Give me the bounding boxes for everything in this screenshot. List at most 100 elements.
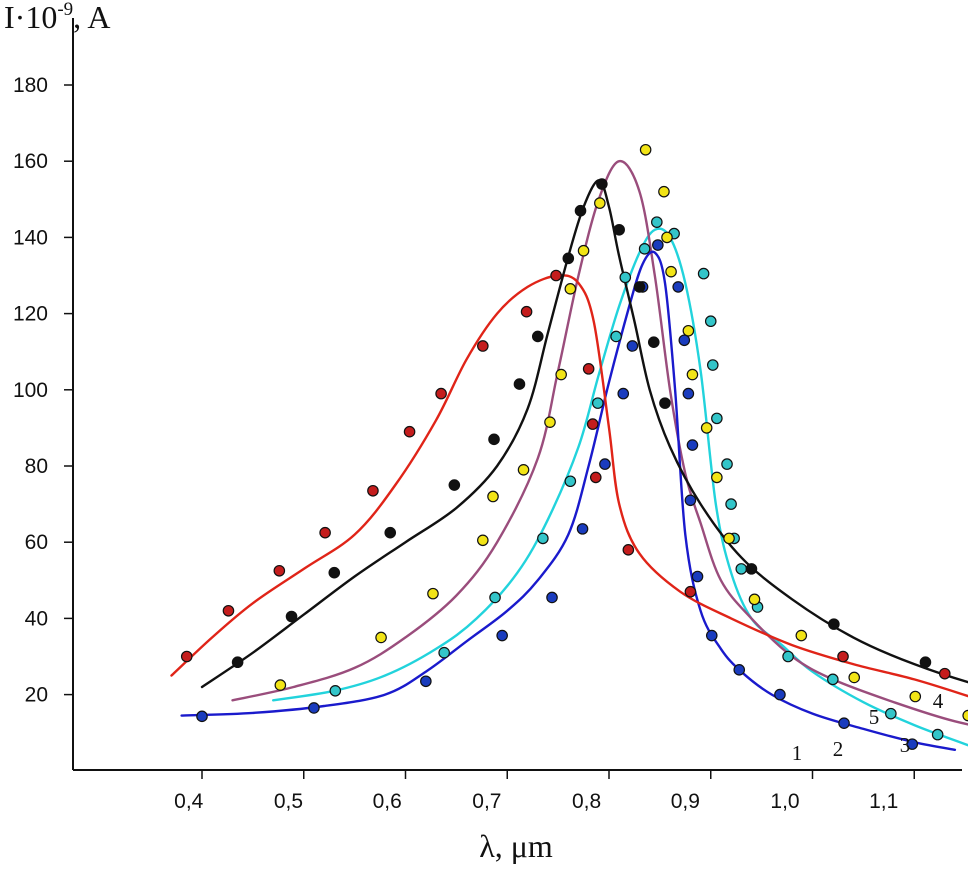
series-5-point <box>550 269 562 282</box>
series-5-point <box>319 526 331 539</box>
y-tick-label: 180 <box>13 74 48 97</box>
series-3-point <box>274 679 287 691</box>
series-3-point <box>909 690 922 703</box>
series-3-point <box>848 671 861 684</box>
series-5-point <box>622 544 635 556</box>
series-1-point <box>838 717 850 729</box>
series-1-point <box>599 458 611 470</box>
series-2-point <box>564 475 577 488</box>
series-4-label: 4 <box>933 689 944 713</box>
series-5-point <box>477 340 489 352</box>
y-tick-label: 100 <box>13 379 48 402</box>
series-2-point <box>711 412 723 425</box>
series-4-point <box>448 479 461 491</box>
series-3-point <box>375 631 387 644</box>
series-3-point <box>594 197 606 209</box>
series-5-point <box>435 387 447 400</box>
series-3-point <box>555 368 567 381</box>
series-3-point <box>682 324 695 337</box>
series-3-point <box>427 587 439 600</box>
series-3-point <box>544 416 556 428</box>
series-5-point <box>403 425 416 438</box>
series-4-point <box>384 526 397 539</box>
y-tick-label: 80 <box>25 455 48 478</box>
series-2-point <box>697 267 710 280</box>
series-2-point <box>706 359 719 371</box>
series-1-point <box>682 387 695 400</box>
y-tick-label: 140 <box>13 226 48 249</box>
tick-marks <box>64 84 915 779</box>
x-tick-label: 0,7 <box>472 790 501 813</box>
series-2-point <box>619 271 632 284</box>
series-2-point <box>704 315 717 328</box>
curve-labels: 1 2 34 5 <box>792 689 944 765</box>
series-4-point <box>285 610 298 623</box>
series-2-point <box>725 498 737 510</box>
series-3-label: 3 <box>900 733 911 757</box>
series-4-point <box>596 178 608 190</box>
series-2-point <box>610 330 622 343</box>
series-3-point <box>700 422 713 434</box>
x-tick-label: 0,8 <box>572 790 601 813</box>
series-5-point <box>367 484 379 497</box>
y-axis-title-base: I·10 <box>4 0 57 35</box>
series-3-point <box>477 534 489 547</box>
series-5-point <box>837 650 849 663</box>
series-5-line <box>170 274 968 698</box>
series-1-point <box>705 629 718 642</box>
series-4-point <box>531 330 544 343</box>
series-5-point <box>520 305 533 318</box>
y-tick-label: 20 <box>25 684 48 707</box>
series-2-point <box>592 397 604 409</box>
series-5-point <box>684 585 697 598</box>
series-1-point <box>774 688 786 701</box>
series-3-point <box>639 143 652 156</box>
y-tick-labels: 20 40 60 80 100 120 140 160 180 <box>13 74 48 707</box>
y-axis-title: I·10-9, A <box>4 0 110 35</box>
series-3-point <box>487 490 499 503</box>
series-3-point <box>686 368 699 381</box>
series-3-point <box>795 629 808 642</box>
markers <box>180 143 968 750</box>
series-1-point <box>733 664 746 676</box>
series-4-point <box>828 618 840 630</box>
series-4-point <box>745 563 758 575</box>
series-3-point <box>665 265 677 278</box>
series-3-point <box>748 593 761 606</box>
series-2-point <box>651 216 663 228</box>
series-4-point <box>562 252 575 265</box>
series-1-point <box>691 570 704 583</box>
series-5-point <box>938 667 951 680</box>
series-4-point <box>919 656 932 669</box>
series-4-point <box>328 566 341 579</box>
series-4-point <box>488 433 500 446</box>
series-5-point <box>582 363 595 375</box>
series-3-point <box>577 244 590 257</box>
series-4-point <box>513 378 526 390</box>
series-3-point <box>962 709 968 722</box>
series-1-point <box>617 387 630 400</box>
series-1-label: 1 <box>792 741 803 765</box>
y-tick-label: 120 <box>13 303 48 326</box>
series-2-point <box>438 646 450 659</box>
series-5-point <box>180 650 193 663</box>
series-3-point <box>658 185 670 198</box>
x-tick-label: 1,0 <box>770 790 799 813</box>
y-tick-label: 40 <box>25 607 48 630</box>
series-4-point <box>613 223 625 236</box>
series-4-line <box>200 179 968 689</box>
series-2-point <box>931 728 944 741</box>
x-tick-label: 0,9 <box>671 790 700 813</box>
series-4-point <box>231 656 244 669</box>
series-2-point <box>537 532 549 545</box>
series-5-point <box>222 604 235 617</box>
x-axis-title: λ, μm <box>479 828 553 864</box>
series-3-point <box>711 471 723 484</box>
series-3-point <box>661 231 673 244</box>
series-2-point <box>782 650 794 663</box>
series-1-point <box>420 675 432 688</box>
series-3-point <box>723 532 735 545</box>
y-tick-label: 60 <box>25 531 48 554</box>
series-1-point <box>686 439 699 451</box>
series-1-line <box>180 250 957 751</box>
